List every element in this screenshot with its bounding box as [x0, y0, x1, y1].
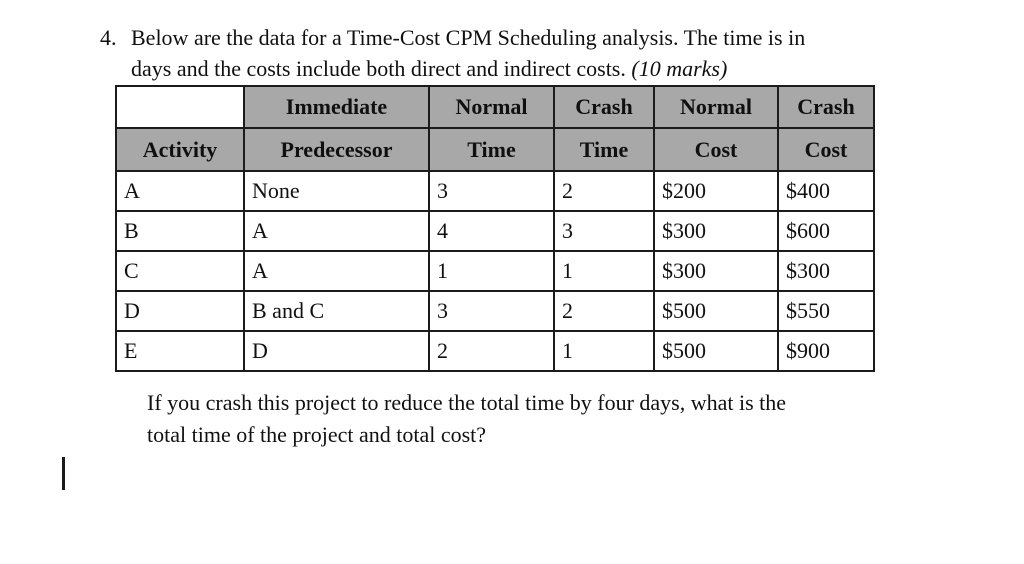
- header-predecessor: Predecessor: [243, 127, 430, 172]
- table-cell: $200: [653, 170, 779, 212]
- problem-marks: (10 marks): [631, 56, 728, 81]
- header-predecessor-top: Immediate: [243, 85, 430, 129]
- problem-text-line2-normal: days and the costs include both direct a…: [131, 56, 626, 81]
- table-row: E D 2 1 $500 $900: [115, 330, 875, 372]
- header-normal-cost-top: Normal: [653, 85, 779, 129]
- text-cursor: [62, 457, 65, 490]
- table-cell: $500: [653, 330, 779, 372]
- table-cell: $500: [653, 290, 779, 332]
- header-crash-time-top: Crash: [553, 85, 655, 129]
- table-cell: B and C: [243, 290, 430, 332]
- cpm-data-table: Immediate Normal Crash Normal Crash Acti…: [115, 85, 875, 372]
- problem-text-line2: days and the costs include both direct a…: [131, 53, 805, 84]
- table-cell: D: [115, 290, 245, 332]
- table-cell: $400: [777, 170, 875, 212]
- table-cell: $300: [653, 210, 779, 252]
- header-crash-cost-top: Crash: [777, 85, 875, 129]
- header-activity: Activity: [115, 127, 245, 172]
- header-crash-time: Time: [553, 127, 655, 172]
- table-cell: None: [243, 170, 430, 212]
- header-row-top: Immediate Normal Crash Normal Crash: [115, 85, 875, 129]
- header-normal-cost: Cost: [653, 127, 779, 172]
- table-cell: C: [115, 250, 245, 292]
- table-row: B A 4 3 $300 $600: [115, 210, 875, 252]
- header-row-bottom: Activity Predecessor Time Time Cost Cost: [115, 127, 875, 172]
- question-line2: total time of the project and total cost…: [147, 422, 487, 447]
- question-line1: If you crash this project to reduce the …: [147, 390, 787, 415]
- table-cell: 3: [553, 210, 655, 252]
- table-cell: 1: [553, 250, 655, 292]
- table-cell: D: [243, 330, 430, 372]
- header-normal-time-top: Normal: [428, 85, 555, 129]
- question-text: If you crash this project to reduce the …: [147, 387, 786, 451]
- table-cell: $600: [777, 210, 875, 252]
- header-normal-time: Time: [428, 127, 555, 172]
- table-row: A None 3 2 $200 $400: [115, 170, 875, 212]
- table-cell: A: [243, 250, 430, 292]
- problem-number: 4.: [100, 25, 117, 50]
- table-cell: $300: [777, 250, 875, 292]
- table-row: C A 1 1 $300 $300: [115, 250, 875, 292]
- table-cell: 3: [428, 290, 555, 332]
- table-cell: A: [243, 210, 430, 252]
- problem-text: Below are the data for a Time-Cost CPM S…: [131, 22, 805, 84]
- table-cell: 2: [553, 170, 655, 212]
- table-cell: 2: [428, 330, 555, 372]
- table-cell: 1: [553, 330, 655, 372]
- table-cell: E: [115, 330, 245, 372]
- table-cell: 4: [428, 210, 555, 252]
- header-crash-cost: Cost: [777, 127, 875, 172]
- table-cell: 3: [428, 170, 555, 212]
- table-cell: $900: [777, 330, 875, 372]
- table-cell: A: [115, 170, 245, 212]
- table-cell: 1: [428, 250, 555, 292]
- table-cell: $550: [777, 290, 875, 332]
- empty-corner-cell: [115, 85, 245, 129]
- problem-text-line1: Below are the data for a Time-Cost CPM S…: [131, 25, 806, 50]
- problem-statement: 4. Below are the data for a Time-Cost CP…: [100, 22, 805, 84]
- table-cell: 2: [553, 290, 655, 332]
- table-cell: $300: [653, 250, 779, 292]
- table-cell: B: [115, 210, 245, 252]
